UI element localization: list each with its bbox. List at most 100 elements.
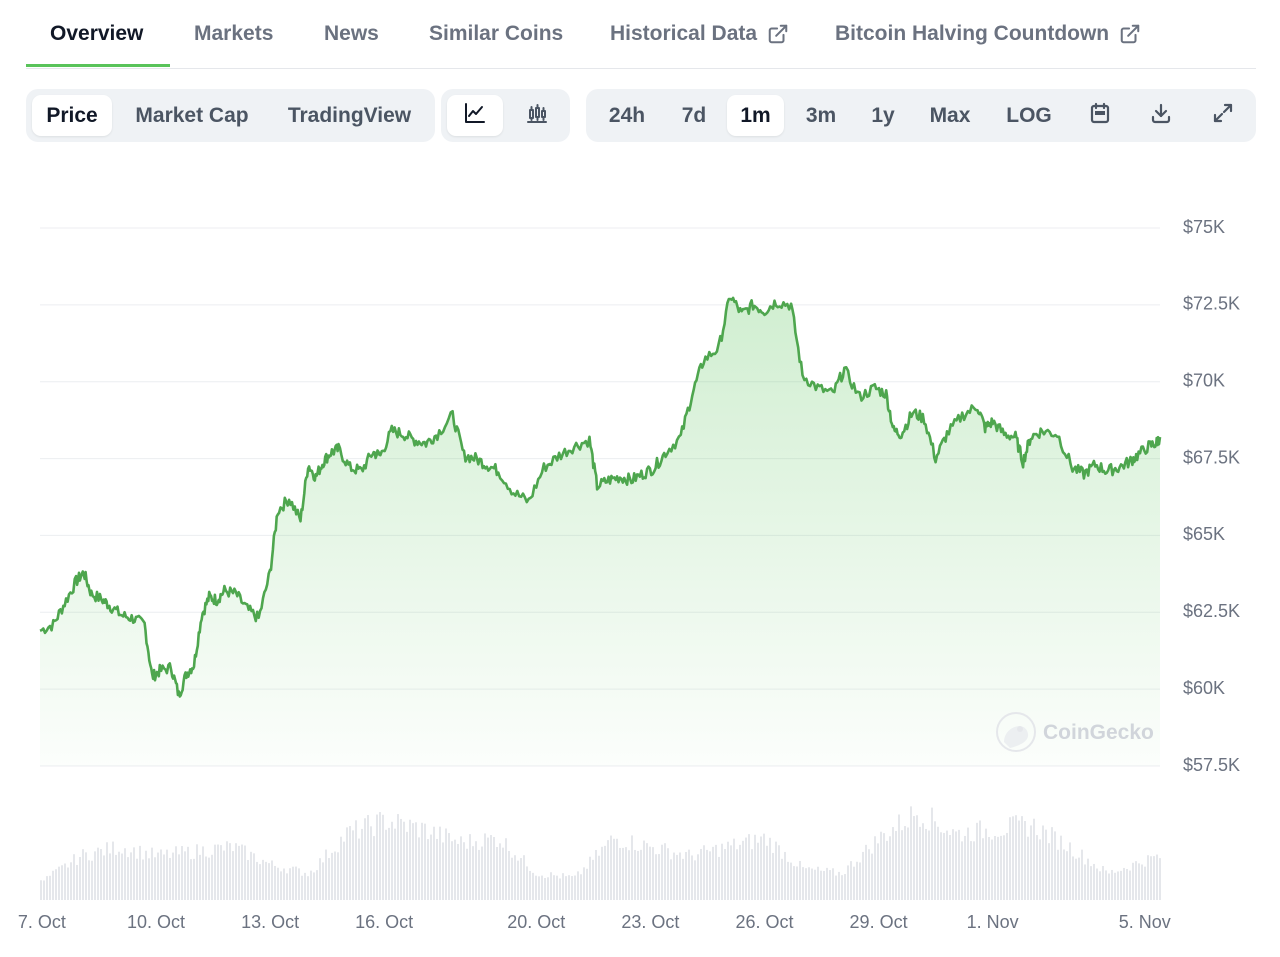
volume-bar xyxy=(877,843,879,900)
active-tab-indicator xyxy=(26,64,170,67)
x-axis: 7. Oct 10. Oct 13. Oct 16. Oct 20. Oct 23. Oc… xyxy=(18,912,1171,932)
range-24h-button[interactable]: 24h xyxy=(594,95,660,136)
volume-bar xyxy=(1159,858,1161,900)
volume-bar xyxy=(1084,864,1086,900)
market-cap-button[interactable]: Market Cap xyxy=(120,95,264,136)
volume-bar xyxy=(754,834,756,900)
volume-bar xyxy=(76,864,78,900)
range-max-button[interactable]: Max xyxy=(916,95,984,136)
volume-bar xyxy=(157,852,159,900)
volume-bar xyxy=(466,848,468,900)
volume-bar xyxy=(1045,829,1047,900)
volume-bar xyxy=(136,858,138,900)
volume-bar xyxy=(910,806,912,900)
volume-bar xyxy=(82,849,84,900)
tab-markets[interactable]: Markets xyxy=(194,22,273,46)
volume-bar xyxy=(631,835,633,900)
volume-bar xyxy=(967,827,969,900)
volume-bar xyxy=(367,815,369,900)
volume-bar xyxy=(835,875,837,900)
volume-bar xyxy=(100,849,102,900)
volume-bar xyxy=(778,845,780,900)
volume-bar xyxy=(355,820,357,900)
volume-bar xyxy=(790,862,792,900)
volume-bar xyxy=(577,871,579,900)
volume-bar xyxy=(1114,872,1116,900)
volume-bar xyxy=(919,826,921,900)
volume-bar xyxy=(808,867,810,900)
volume-bar xyxy=(676,854,678,900)
volume-bar xyxy=(571,876,573,900)
volume-bar xyxy=(646,843,648,900)
volume-bar xyxy=(634,849,636,900)
volume-bar xyxy=(163,854,165,900)
volume-bar xyxy=(787,861,789,900)
volume-bar xyxy=(1048,843,1050,900)
tab-news[interactable]: News xyxy=(324,22,379,46)
candlestick-chart-button[interactable] xyxy=(509,95,565,136)
volume-bar xyxy=(64,863,66,900)
volume-bar xyxy=(985,828,987,900)
fullscreen-button[interactable] xyxy=(1199,95,1247,136)
volume-bar xyxy=(1126,869,1128,900)
calendar-button[interactable] xyxy=(1076,95,1124,136)
range-1m-button[interactable]: 1m xyxy=(727,95,784,136)
volume-bar xyxy=(1078,857,1080,900)
line-chart-button[interactable] xyxy=(447,95,503,136)
volume-bar xyxy=(253,853,255,900)
volume-bar xyxy=(142,859,144,900)
range-7d-button[interactable]: 7d xyxy=(666,95,722,136)
volume-bar xyxy=(883,833,885,900)
tradingview-button[interactable]: TradingView xyxy=(272,95,427,136)
volume-bar xyxy=(433,826,435,900)
price-button[interactable]: Price xyxy=(32,95,112,136)
volume-bar xyxy=(1075,858,1077,900)
volume-bar xyxy=(853,866,855,900)
volume-bar xyxy=(358,838,360,900)
volume-bar xyxy=(1129,870,1131,900)
tab-bitcoin-halving-countdown[interactable]: Bitcoin Halving Countdown xyxy=(835,22,1141,46)
volume-bar xyxy=(964,835,966,900)
volume-bar xyxy=(574,875,576,900)
volume-bar xyxy=(685,851,687,900)
volume-bar xyxy=(1099,871,1101,900)
volume-bar xyxy=(1102,866,1104,900)
volume-bar xyxy=(370,826,372,900)
volume-bar xyxy=(490,835,492,900)
volume-bar xyxy=(784,851,786,900)
volume-bar xyxy=(517,860,519,900)
gecko-logo-icon xyxy=(1004,726,1029,748)
volume-bar xyxy=(1117,871,1119,900)
volume-bar xyxy=(940,832,942,900)
volume-bar xyxy=(52,870,54,900)
volume-bar xyxy=(1138,863,1140,900)
tab-overview[interactable]: Overview xyxy=(50,22,143,46)
volume-bar xyxy=(349,826,351,900)
volume-bar xyxy=(583,867,585,900)
volume-bar xyxy=(232,851,234,900)
volume-bar xyxy=(832,868,834,900)
volume-bar xyxy=(1042,825,1044,900)
volume-bar xyxy=(451,841,453,900)
volume-bar xyxy=(238,845,240,900)
volume-bar xyxy=(901,830,903,900)
volume-bar xyxy=(700,848,702,900)
tab-similar-coins[interactable]: Similar Coins xyxy=(429,22,563,46)
download-button[interactable] xyxy=(1137,95,1185,136)
log-scale-button[interactable]: LOG xyxy=(994,95,1064,136)
volume-bar xyxy=(952,829,954,900)
volume-bar xyxy=(265,861,267,900)
range-3m-button[interactable]: 3m xyxy=(791,95,851,136)
y-tick-label: $62.5K xyxy=(1183,601,1240,621)
volume-bar xyxy=(394,828,396,900)
volume-bar xyxy=(316,870,318,900)
volume-bar xyxy=(664,843,666,900)
volume-bar xyxy=(445,828,447,900)
tab-historical-data[interactable]: Historical Data xyxy=(610,22,789,46)
volume-bar xyxy=(622,847,624,900)
volume-bar xyxy=(994,836,996,900)
range-1y-button[interactable]: 1y xyxy=(858,95,908,136)
volume-bar xyxy=(424,823,426,900)
volume-bar xyxy=(310,870,312,900)
x-tick-label: 16. Oct xyxy=(355,912,413,932)
